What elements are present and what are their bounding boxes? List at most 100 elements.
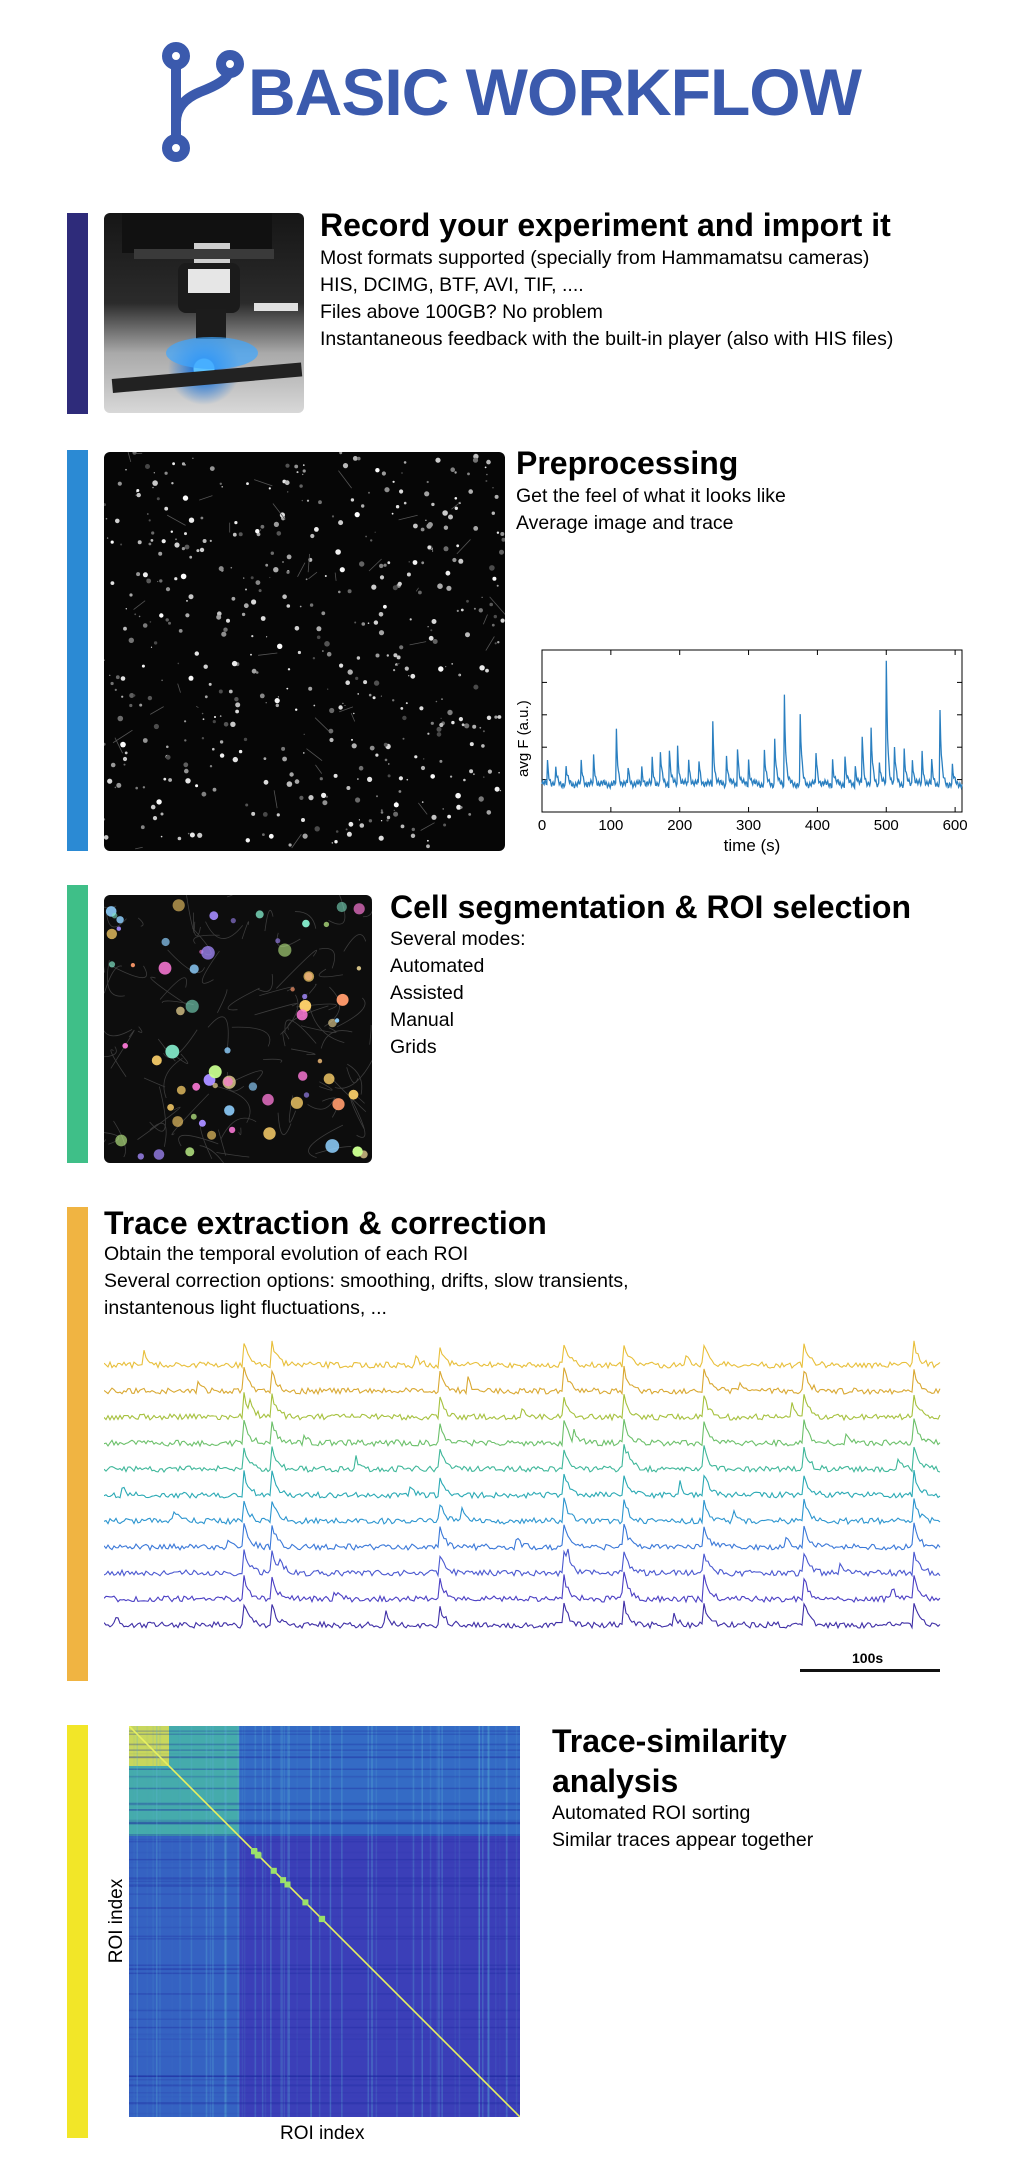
- neuron-dot: [424, 491, 430, 497]
- neuron-dot: [446, 585, 452, 591]
- matrix-stripe: [133, 1726, 135, 2117]
- neurite: [258, 652, 278, 656]
- neurite: [284, 1019, 317, 1044]
- neuron-dot: [410, 673, 416, 679]
- average-image: [104, 452, 505, 851]
- matrix-stripe: [129, 1776, 520, 1779]
- neuron-dot: [335, 830, 339, 833]
- matrix-stripe: [241, 1726, 244, 2117]
- neurite: [104, 905, 117, 909]
- x-axis-label-matrix: ROI index: [280, 2123, 365, 2144]
- neuron-dot: [358, 819, 360, 821]
- roi-cell: [302, 919, 310, 928]
- neuron-dot: [277, 696, 279, 698]
- matrix-stripe: [156, 1726, 158, 2117]
- neurite: [106, 911, 127, 928]
- matrix-stripe: [129, 1822, 520, 1825]
- matrix-stripe: [421, 1726, 423, 2117]
- neuron-dot: [448, 514, 453, 520]
- neuron-dot: [398, 776, 403, 781]
- neurite: [291, 833, 302, 849]
- matrix-stripe: [129, 2035, 520, 2037]
- average-trace-chart: 0 100 200 300 400 500 600 avg F (a.u.) time (s…: [515, 649, 968, 855]
- roi-cell: [336, 993, 349, 1006]
- neuron-dot: [468, 813, 472, 816]
- neuron-dot: [439, 759, 443, 763]
- roi-cell: [303, 1092, 310, 1098]
- matrix-stripe: [147, 1726, 149, 2117]
- matrix-stripe: [498, 1726, 501, 2117]
- neurite: [328, 895, 346, 925]
- matrix-stripe: [129, 2033, 520, 2035]
- matrix-stripe: [505, 1726, 507, 2117]
- neurite: [254, 479, 273, 487]
- neuron-dot: [397, 581, 402, 586]
- neuron-dot: [368, 819, 373, 823]
- neuron-dot: [460, 608, 464, 612]
- neuron-dot: [286, 781, 293, 787]
- neuron-dot: [168, 621, 171, 625]
- roi-cell: [158, 961, 172, 975]
- neuron-dot: [165, 618, 169, 622]
- neuron-dot: [431, 814, 437, 820]
- neurite: [193, 912, 196, 933]
- neuron-dot: [443, 823, 447, 827]
- matrix-stripe: [129, 1907, 520, 1909]
- neuron-dot: [164, 506, 169, 511]
- neuron-dot: [370, 539, 373, 542]
- neuron-dot: [255, 671, 259, 674]
- neurite: [369, 1024, 372, 1045]
- neuron-dot: [189, 832, 195, 838]
- matrix-stripe: [438, 1726, 440, 2117]
- neuron-dot: [255, 580, 261, 585]
- neuron-dot: [152, 486, 154, 489]
- neuron-dot: [371, 584, 377, 590]
- matrix-stripe: [478, 1726, 480, 2117]
- neuron-dot: [402, 715, 407, 721]
- matrix-stripe: [178, 1726, 181, 2117]
- neuron-dot: [212, 747, 215, 751]
- neuron-dot: [150, 539, 154, 542]
- neuron-dot: [408, 561, 410, 563]
- neuron-dot: [174, 577, 178, 581]
- neuron-dot: [393, 669, 396, 672]
- neurite: [171, 1093, 210, 1136]
- roi-traces-plot: [104, 1340, 941, 1630]
- neuron-dot: [498, 771, 500, 774]
- neurite: [308, 1124, 344, 1159]
- matrix-stripe: [129, 1878, 520, 1880]
- segmentation-image: [104, 895, 372, 1163]
- neurite: [150, 976, 188, 1006]
- neuron-dot: [447, 814, 451, 819]
- matrix-stripe: [129, 1968, 520, 1971]
- roi-cell: [262, 1093, 274, 1106]
- neuron-dot: [104, 503, 106, 507]
- neuron-dot: [430, 629, 433, 632]
- neuron-dot: [378, 835, 384, 841]
- neuron-dot: [234, 697, 239, 702]
- neuron-dot: [125, 468, 127, 471]
- neurite: [207, 1016, 229, 1053]
- neuron-dot: [331, 842, 333, 844]
- roi-cell: [192, 1082, 201, 1091]
- neuron-dot: [153, 641, 158, 645]
- neurite: [349, 1096, 366, 1138]
- matrix-stripe: [129, 1938, 520, 1940]
- neuron-dot: [346, 786, 351, 790]
- neuron-dot: [232, 532, 237, 537]
- matrix-stripe: [129, 2009, 520, 2012]
- section-bar-trace: [67, 1207, 88, 1681]
- neuron-dot: [319, 777, 323, 781]
- neuron-dot: [138, 615, 141, 618]
- neuron-dot: [306, 499, 310, 502]
- neuron-dot: [372, 696, 376, 700]
- neuron-dot: [258, 589, 262, 593]
- matrix-stripe: [129, 1807, 520, 1809]
- matrix-stripe: [129, 2055, 520, 2058]
- matrix-stripe: [371, 1726, 373, 2117]
- neuron-dot: [223, 627, 228, 632]
- neuron-dot: [238, 532, 243, 537]
- neuron-dot: [489, 565, 495, 571]
- neurite: [350, 712, 356, 722]
- matrix-cluster: [302, 1899, 309, 1906]
